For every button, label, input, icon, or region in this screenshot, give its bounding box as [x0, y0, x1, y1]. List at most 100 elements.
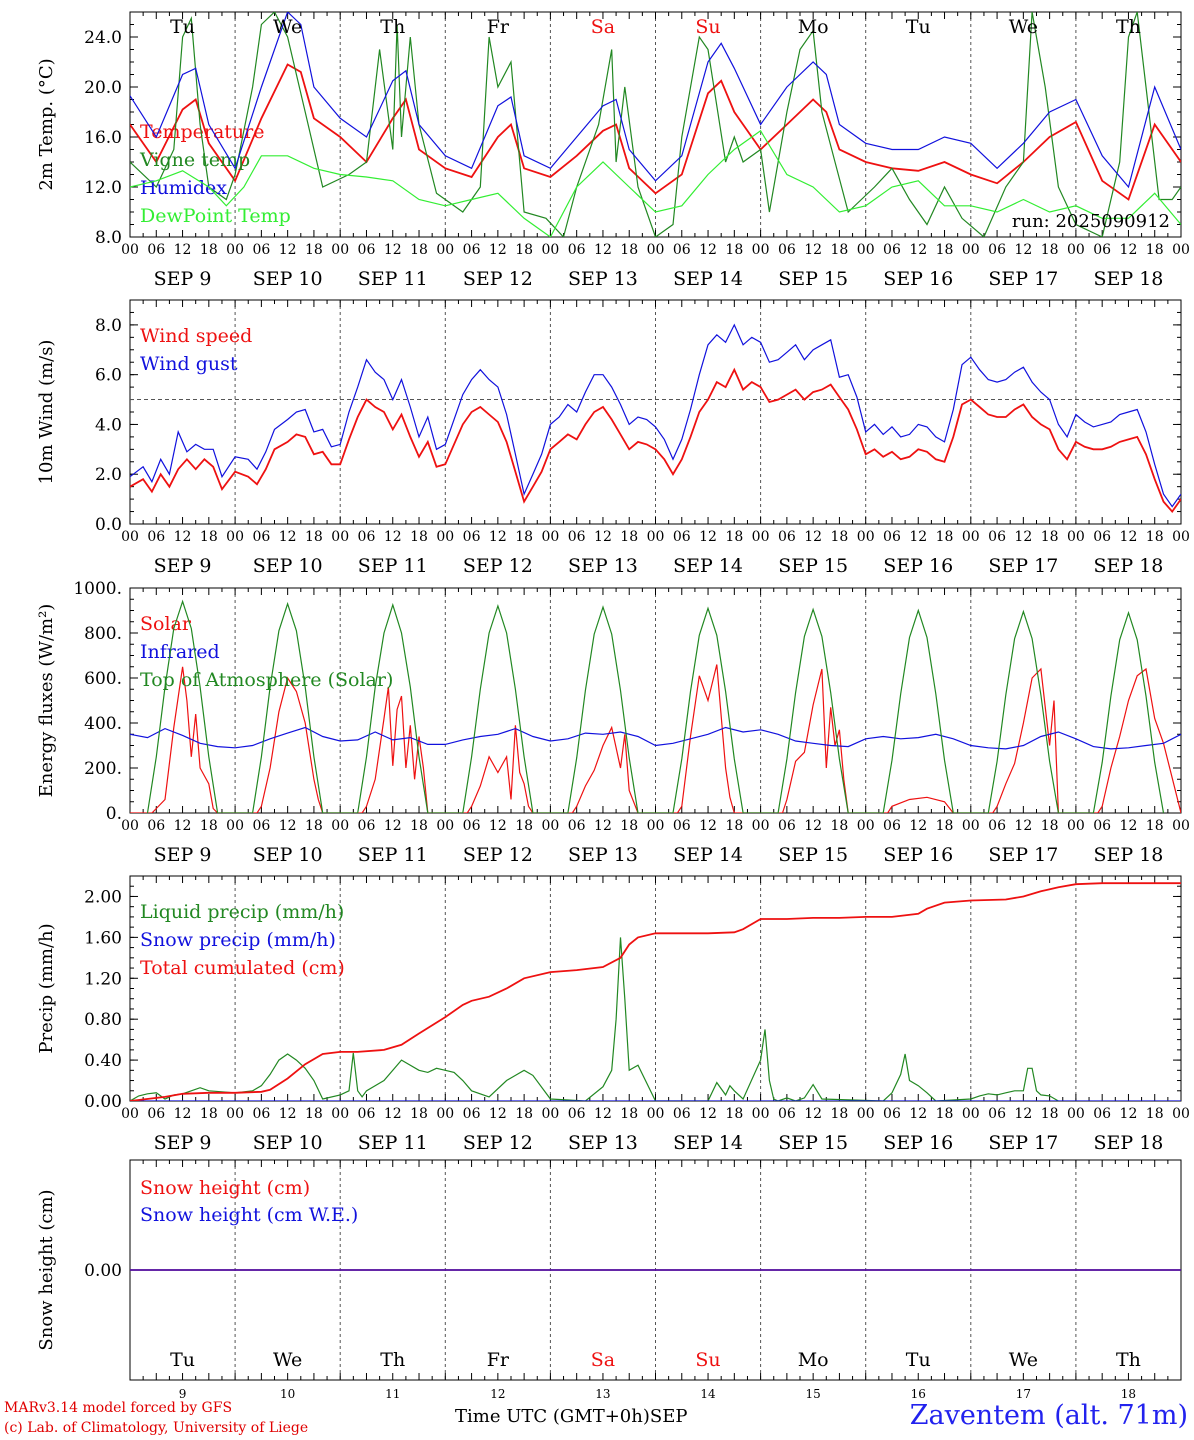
hour-label: 12: [594, 1106, 612, 1122]
hour-label: 12: [174, 818, 192, 834]
hour-label: 18: [515, 529, 533, 545]
hour-label: 00: [331, 818, 349, 834]
hour-label: 06: [147, 1106, 165, 1122]
hour-label: 12: [804, 818, 822, 834]
day-abbrev: Th: [380, 1349, 405, 1371]
date-label: SEP 11: [358, 268, 428, 290]
hour-label: 12: [384, 818, 402, 834]
day-abbrev: Mo: [798, 16, 829, 38]
hour-label: 12: [594, 242, 612, 258]
legend-entry-1: Solar: [140, 613, 192, 635]
hour-label: 18: [1041, 818, 1059, 834]
hour-label: 06: [358, 529, 376, 545]
y-tick-label: 0.0: [95, 515, 122, 535]
date-label: SEP 16: [883, 555, 953, 577]
y-tick-label: 0.00: [84, 1092, 122, 1112]
hour-label: 18: [1041, 1106, 1059, 1122]
panel-4: 0.00 0.40 0.80 1.20 1.60 2.00 Precip (mm/h) Liq…: [36, 875, 1190, 1154]
x-axis-title: Time UTC (GMT+0h)SEP: [455, 1406, 687, 1427]
hour-label: 06: [568, 1106, 586, 1122]
y-tick-label: 2.0: [95, 465, 122, 485]
hour-label: 00: [1067, 529, 1085, 545]
hour-label: 12: [594, 529, 612, 545]
hour-label: 00: [857, 242, 875, 258]
panel-frame: [129, 11, 1182, 238]
legend-entry-1: Liquid precip (mm/h): [140, 901, 344, 923]
hour-label: 12: [489, 529, 507, 545]
hour-label: 18: [305, 529, 323, 545]
date-label: SEP 14: [673, 555, 743, 577]
hour-label: 06: [252, 1106, 270, 1122]
hour-label: 00: [436, 242, 454, 258]
hour-label: 00: [857, 529, 875, 545]
day-abbrev: Mo: [798, 1349, 829, 1371]
y-tick-label: 1.20: [84, 969, 122, 989]
hour-label: 00: [962, 818, 980, 834]
hour-label: 12: [384, 1106, 402, 1122]
date-label: SEP 9: [154, 1132, 212, 1154]
hour-label: 00: [647, 818, 665, 834]
hour-label: 00: [752, 529, 770, 545]
date-label: SEP 14: [673, 1132, 743, 1154]
hour-label: 06: [778, 818, 796, 834]
hour-label: 18: [515, 242, 533, 258]
date-label: SEP 17: [988, 1132, 1058, 1154]
y-tick-label: 4.0: [95, 415, 122, 435]
hour-label: 18: [305, 1106, 323, 1122]
y-tick-label: 2.00: [84, 887, 122, 907]
hour-label: 06: [988, 529, 1006, 545]
hour-label: 18: [515, 818, 533, 834]
hour-label: 06: [463, 818, 481, 834]
y-tick-label: 0.40: [84, 1051, 122, 1071]
date-label: SEP 12: [463, 268, 533, 290]
series-line-1: [130, 367, 1181, 514]
hour-label: 06: [463, 529, 481, 545]
series-line-1: [130, 937, 1059, 1101]
hour-label: 06: [252, 818, 270, 834]
hour-label: 12: [909, 1106, 927, 1122]
hour-label: 18: [725, 818, 743, 834]
legend-entry-1: Snow height (cm): [140, 1177, 310, 1199]
hour-label: 18: [1146, 529, 1164, 545]
hour-label: 18: [305, 818, 323, 834]
model-credit: MARv3.14 model forced by GFS: [4, 1400, 233, 1416]
hour-label: 06: [778, 1106, 796, 1122]
hour-label: 18: [936, 818, 954, 834]
legend-entry-1: Wind speed: [140, 325, 252, 347]
hour-label: 00: [541, 1106, 559, 1122]
date-label: SEP 9: [154, 268, 212, 290]
hour-label: 06: [778, 529, 796, 545]
hour-label: 12: [384, 242, 402, 258]
hour-label: 18: [1041, 529, 1059, 545]
hour-label: 00: [121, 1106, 139, 1122]
date-label: SEP 12: [463, 844, 533, 866]
date-label: SEP 15: [778, 555, 848, 577]
hour-label: 00: [647, 242, 665, 258]
hour-label: 06: [147, 529, 165, 545]
hour-label: 00: [752, 242, 770, 258]
hour-label: 18: [1146, 242, 1164, 258]
hour-label: 12: [489, 818, 507, 834]
date-label: SEP 11: [358, 1132, 428, 1154]
legend-entry-2: Snow height (cm W.E.): [140, 1204, 358, 1226]
date-label: SEP 17: [988, 555, 1058, 577]
hour-label: 00: [1172, 818, 1190, 834]
hour-label: 12: [1120, 529, 1138, 545]
hour-label: 00: [121, 242, 139, 258]
hour-label: 18: [620, 1106, 638, 1122]
hour-label: 12: [909, 242, 927, 258]
date-label: SEP 18: [1094, 1132, 1164, 1154]
day-abbrev: Th: [1116, 1349, 1141, 1371]
date-label: SEP 10: [253, 844, 323, 866]
hour-label: 12: [174, 1106, 192, 1122]
hour-label: 00: [121, 818, 139, 834]
lab-credit: (c) Lab. of Climatology, University of L…: [4, 1420, 309, 1436]
hour-label: 00: [541, 529, 559, 545]
hour-label: 00: [541, 242, 559, 258]
hour-label: 00: [331, 529, 349, 545]
hour-label: 06: [252, 242, 270, 258]
hour-label: 06: [673, 1106, 691, 1122]
x-axis-title-text: Time UTC (GMT+0h): [455, 1406, 650, 1427]
hour-label: 00: [962, 242, 980, 258]
hour-label: 00: [1067, 242, 1085, 258]
